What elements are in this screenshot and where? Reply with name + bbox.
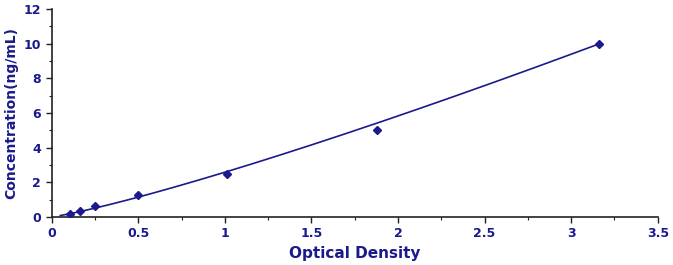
X-axis label: Optical Density: Optical Density [289,246,421,261]
Y-axis label: Concentration(ng/mL): Concentration(ng/mL) [4,27,18,199]
